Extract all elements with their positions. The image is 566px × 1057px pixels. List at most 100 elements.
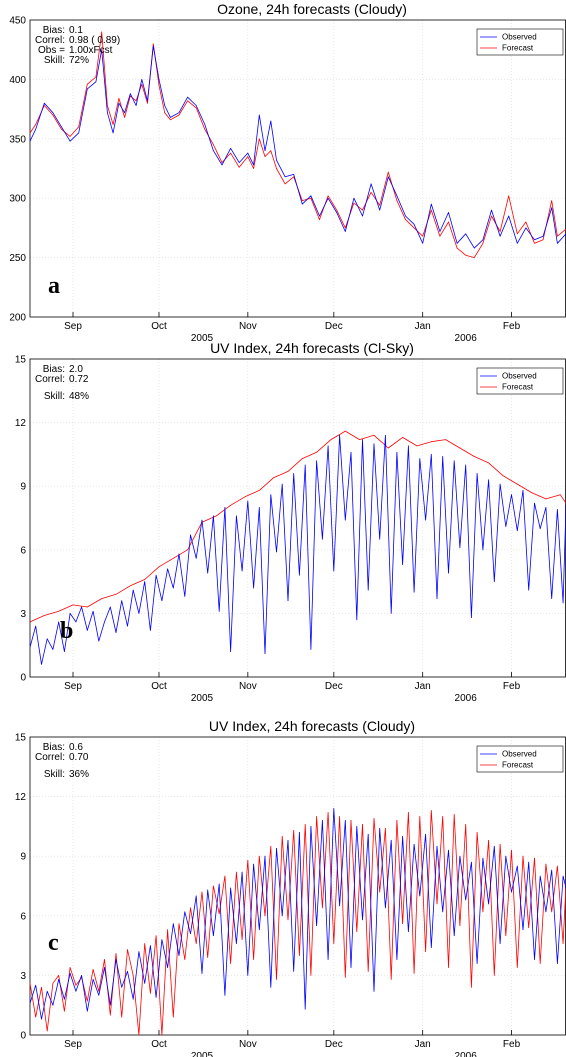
data-point-observed: [230, 651, 231, 652]
data-point-observed: [499, 943, 501, 944]
data-point-forecast: [86, 606, 88, 608]
data-point-observed: [98, 994, 100, 996]
data-point-observed: [413, 843, 415, 845]
stat-label: Correl:: [35, 35, 65, 46]
data-point-observed: [150, 630, 151, 631]
year-label: 2005: [191, 1051, 214, 1057]
data-point-observed: [241, 570, 243, 572]
data-point-observed: [442, 456, 444, 457]
data-point-forecast: [138, 1034, 140, 1036]
x-tick-label: Sep: [64, 321, 82, 332]
data-point-forecast: [101, 31, 103, 33]
data-point-forecast: [473, 257, 475, 258]
data-point-observed: [534, 502, 535, 504]
data-point-observed: [339, 434, 340, 436]
data-point-forecast: [253, 959, 254, 960]
stat-value: 0.6: [69, 742, 83, 753]
data-point-observed: [471, 617, 472, 618]
data-point-observed: [522, 929, 524, 931]
data-point-observed: [344, 231, 346, 232]
legend-box: [476, 28, 564, 56]
data-point-forecast: [322, 907, 323, 909]
data-point-forecast: [172, 557, 174, 559]
data-point-forecast: [276, 979, 277, 980]
panel-label: b: [60, 618, 73, 644]
stat-value: 1.00xFcst: [69, 45, 113, 56]
data-point-forecast: [499, 231, 501, 232]
data-point-observed: [402, 564, 403, 565]
data-point-observed: [138, 613, 140, 614]
x-tick-label: Dec: [325, 681, 343, 692]
data-point-observed: [247, 975, 249, 976]
data-point-observed: [390, 839, 392, 841]
data-point-forecast: [170, 119, 171, 121]
data-point-forecast: [287, 919, 289, 921]
data-point-observed: [327, 959, 329, 960]
data-point-forecast: [158, 84, 160, 86]
series-line-observed: [29, 45, 566, 249]
series-line-forecast: [29, 31, 566, 259]
data-point-observed: [310, 649, 312, 650]
data-point-forecast: [109, 1014, 111, 1016]
data-point-observed: [316, 925, 317, 927]
data-point-observed: [276, 551, 277, 553]
data-point-observed: [161, 939, 163, 940]
data-point-observed: [425, 519, 426, 521]
data-point-forecast: [224, 875, 226, 877]
data-point-observed: [499, 483, 501, 485]
data-point-forecast: [379, 204, 381, 206]
y-tick-label: 15: [15, 355, 27, 366]
data-point-observed: [293, 174, 295, 175]
data-point-forecast: [158, 566, 160, 568]
data-point-observed: [138, 951, 140, 952]
data-point-observed: [545, 911, 547, 913]
data-point-observed: [336, 212, 338, 213]
y-tick-label: 3: [20, 609, 26, 620]
stat-value: 0.70: [69, 752, 89, 763]
data-point-observed: [170, 117, 171, 118]
data-point-observed: [453, 460, 455, 462]
data-point-observed: [516, 242, 518, 244]
data-point-observed: [511, 494, 512, 496]
data-point-observed: [207, 889, 209, 891]
data-point-observed: [41, 663, 42, 665]
panel-label: c: [48, 930, 59, 956]
data-point-observed: [459, 855, 461, 857]
data-point-forecast: [201, 891, 203, 893]
data-point-forecast: [551, 911, 553, 913]
data-point-observed: [442, 911, 444, 913]
data-point-forecast: [327, 812, 329, 813]
data-point-forecast: [61, 128, 62, 130]
data-point-forecast: [448, 967, 449, 968]
data-point-observed: [218, 883, 220, 885]
y-tick-label: 6: [20, 545, 26, 556]
data-point-observed: [92, 979, 94, 980]
data-point-observed: [528, 589, 530, 591]
data-point-observed: [465, 899, 467, 901]
data-point-observed: [144, 982, 146, 984]
chart-title: UV Index, 24h forecasts (Cl-Sky): [210, 340, 414, 356]
data-point-observed: [104, 621, 105, 623]
data-point-forecast: [127, 949, 128, 950]
data-point-observed: [402, 835, 403, 837]
data-point-forecast: [402, 437, 403, 438]
data-point-observed: [258, 507, 260, 508]
data-point-forecast: [301, 458, 303, 459]
stat-value: 2.0: [69, 364, 83, 375]
data-point-forecast: [276, 168, 277, 169]
data-point-observed: [46, 638, 48, 640]
data-point-observed: [230, 147, 231, 149]
data-point-forecast: [64, 1010, 65, 1012]
data-point-forecast: [545, 863, 547, 865]
data-point-observed: [264, 653, 266, 655]
data-point-forecast: [336, 209, 338, 211]
data-point-observed: [270, 986, 272, 988]
data-point-observed: [178, 112, 180, 114]
x-tick-label: Feb: [503, 1039, 521, 1050]
data-point-forecast: [112, 124, 114, 125]
data-point-observed: [396, 195, 398, 197]
data-point-observed: [264, 855, 266, 857]
data-point-forecast: [147, 102, 148, 104]
data-point-observed: [107, 112, 108, 114]
